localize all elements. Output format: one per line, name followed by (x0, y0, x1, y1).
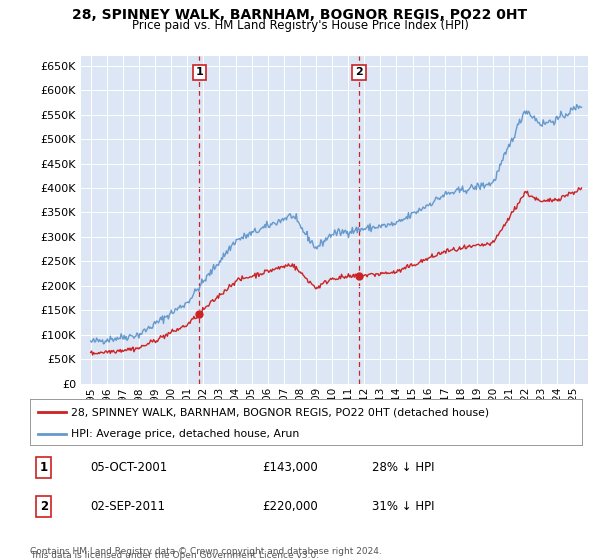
Text: £220,000: £220,000 (262, 500, 317, 513)
Text: 28, SPINNEY WALK, BARNHAM, BOGNOR REGIS, PO22 0HT: 28, SPINNEY WALK, BARNHAM, BOGNOR REGIS,… (73, 8, 527, 22)
Text: This data is licensed under the Open Government Licence v3.0.: This data is licensed under the Open Gov… (30, 551, 319, 560)
Text: Contains HM Land Registry data © Crown copyright and database right 2024.: Contains HM Land Registry data © Crown c… (30, 547, 382, 556)
Text: 02-SEP-2011: 02-SEP-2011 (91, 500, 166, 513)
Text: 2: 2 (40, 500, 48, 513)
Text: 2: 2 (355, 67, 363, 77)
Text: HPI: Average price, detached house, Arun: HPI: Average price, detached house, Arun (71, 429, 299, 439)
Text: 1: 1 (40, 461, 48, 474)
Text: Price paid vs. HM Land Registry's House Price Index (HPI): Price paid vs. HM Land Registry's House … (131, 19, 469, 32)
Text: 28, SPINNEY WALK, BARNHAM, BOGNOR REGIS, PO22 0HT (detached house): 28, SPINNEY WALK, BARNHAM, BOGNOR REGIS,… (71, 407, 490, 417)
Text: £143,000: £143,000 (262, 461, 317, 474)
Text: 1: 1 (196, 67, 203, 77)
Text: 31% ↓ HPI: 31% ↓ HPI (372, 500, 435, 513)
Text: 28% ↓ HPI: 28% ↓ HPI (372, 461, 435, 474)
Text: 05-OCT-2001: 05-OCT-2001 (91, 461, 168, 474)
